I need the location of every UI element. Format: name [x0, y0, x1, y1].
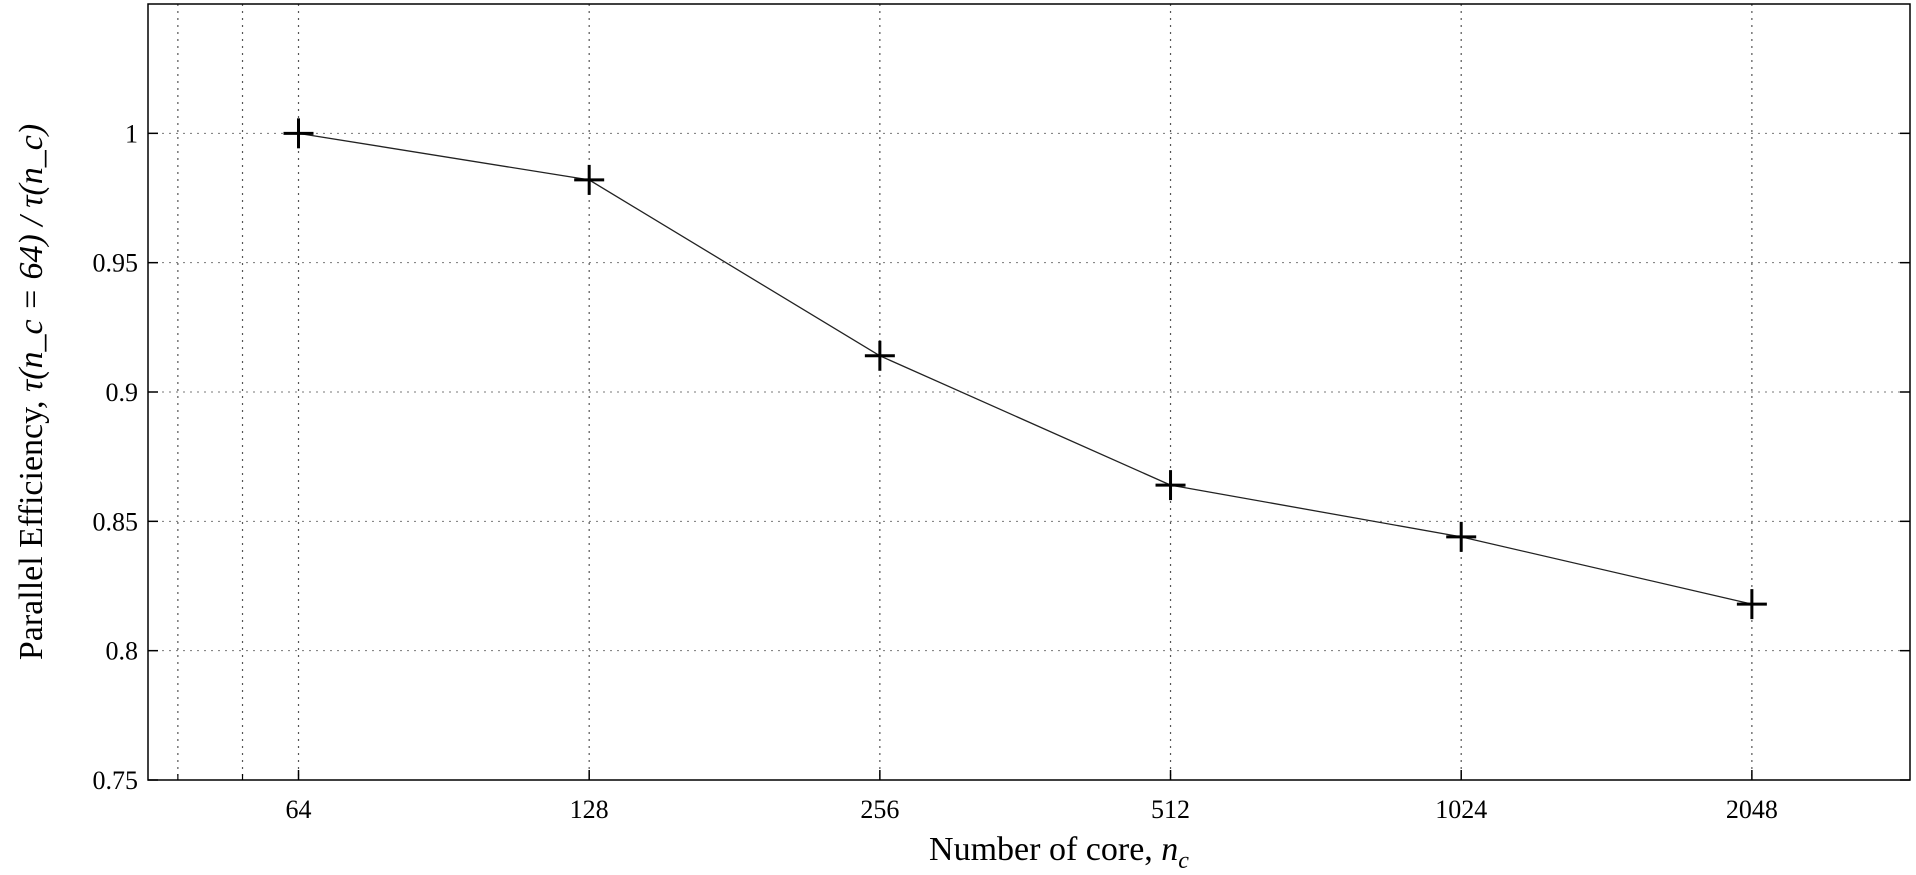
- x-tick-label: 512: [1151, 795, 1190, 824]
- series-group: [283, 118, 1767, 620]
- x-axis-label-math-sub: c: [1178, 848, 1189, 874]
- x-axis-label-math: n: [1161, 831, 1178, 868]
- x-tick-label: 64: [286, 795, 312, 824]
- y-axis-label-math: τ(n_c = 64) / τ(n_c): [13, 124, 50, 392]
- plot-frame: [147, 3, 1911, 781]
- y-tick-label: 0.8: [106, 637, 139, 666]
- data-point-marker: [1155, 470, 1186, 501]
- data-point-marker: [1736, 589, 1767, 620]
- x-tick-label: 2048: [1726, 795, 1778, 824]
- y-tick-label: 1: [125, 119, 138, 148]
- axis-ticks: [148, 132, 1910, 781]
- data-point-marker: [283, 118, 314, 149]
- tick-labels: 64 128 256 512 1024 2048 0.75 0.8 0.85 0.9 0.95 1: [93, 119, 1778, 824]
- data-point-marker: [1446, 521, 1477, 552]
- grid-lines: [148, 4, 1910, 780]
- x-axis-label-text: Number of core,: [929, 831, 1161, 868]
- data-point-marker: [574, 164, 605, 195]
- x-tick-label: 128: [570, 795, 609, 824]
- x-tick-label: 1024: [1435, 795, 1487, 824]
- x-tick-label: 256: [860, 795, 899, 824]
- y-tick-label: 0.75: [93, 766, 139, 795]
- y-tick-label: 0.85: [93, 507, 139, 536]
- data-point-marker: [864, 340, 895, 371]
- y-tick-label: 0.95: [93, 249, 139, 278]
- y-axis-label-text: Parallel Efficiency,: [13, 392, 50, 660]
- series-line: [298, 132, 1753, 605]
- y-axis-label: Parallel Efficiency, τ(n_c = 64) / τ(n_c…: [13, 124, 50, 660]
- y-tick-label: 0.9: [106, 378, 139, 407]
- x-axis-label: Number of core, nc: [929, 831, 1189, 874]
